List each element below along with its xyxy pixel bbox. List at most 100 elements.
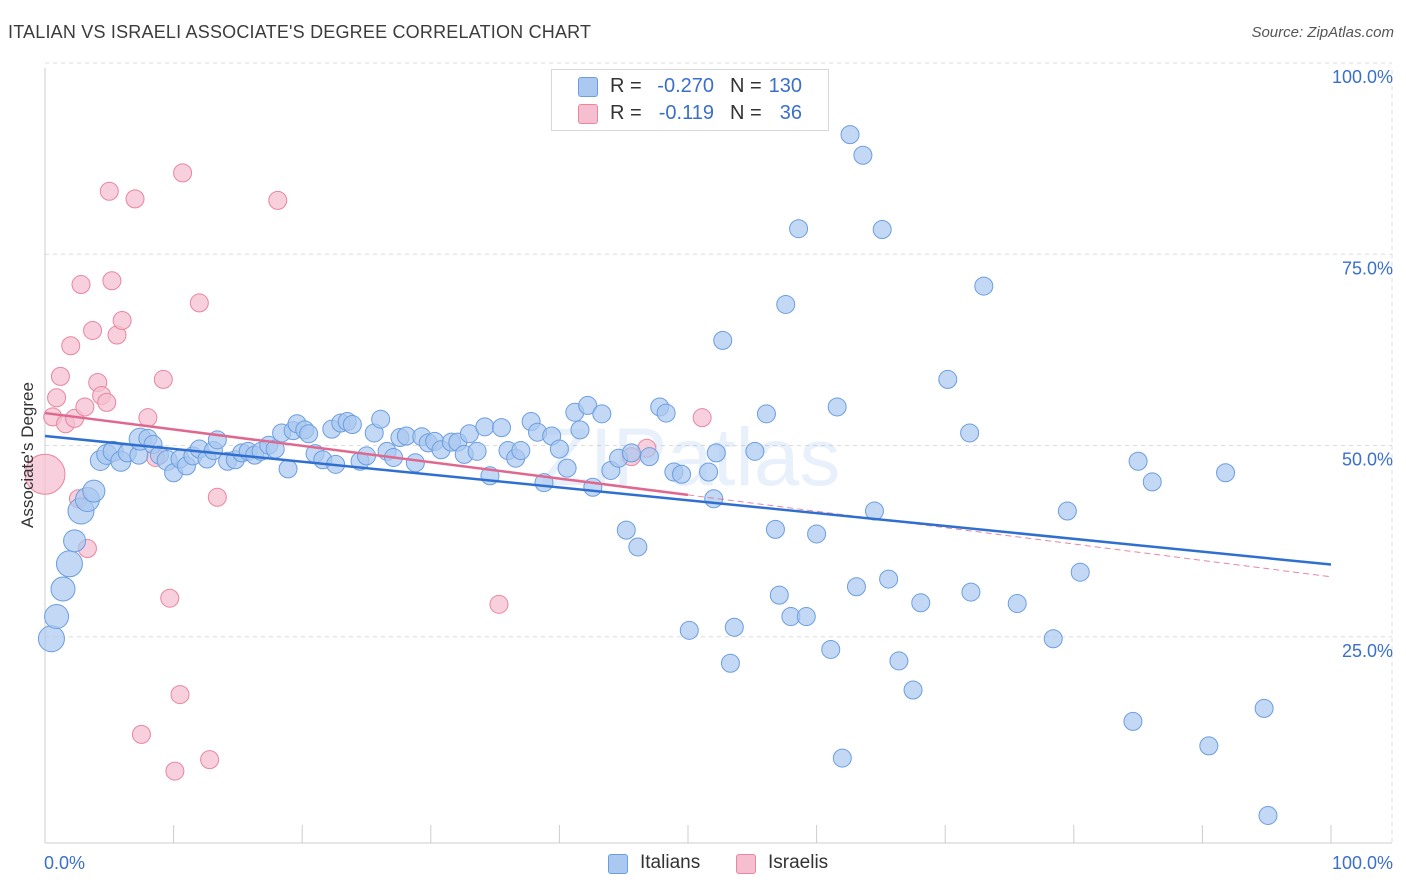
legend-n-label: N = (730, 102, 762, 124)
italians-point (621, 443, 641, 463)
italians-point (1043, 629, 1063, 649)
italians-point (807, 524, 827, 544)
italians-point (467, 441, 487, 461)
italians-point (1142, 472, 1162, 492)
israelis-point (102, 271, 122, 291)
italians-point (974, 276, 994, 296)
israelis-point (71, 275, 91, 295)
italians-point (1254, 698, 1274, 718)
legend: R = -0.270 N = 130 R = -0.119 N = 36 (551, 69, 829, 131)
italians-point (1258, 805, 1278, 825)
italians-point (656, 403, 676, 423)
italians-point (889, 651, 909, 671)
italians-point (557, 458, 577, 478)
italians-point (911, 593, 931, 613)
italians-point (628, 537, 648, 557)
italians-point (511, 441, 531, 461)
italians-point (1007, 594, 1027, 614)
israelis-point (173, 163, 193, 183)
italians-point (960, 423, 980, 443)
legend-n-value: 130 (768, 75, 802, 97)
italians-point (853, 145, 873, 165)
italians-point (796, 607, 816, 627)
israelis-point (61, 336, 81, 356)
italians-point (570, 420, 590, 440)
italians-trend-line (44, 434, 1332, 566)
israelis-point (131, 724, 151, 744)
legend-swatch-blue (608, 854, 628, 874)
italians-point (1057, 501, 1077, 521)
legend-r-label: R = (610, 102, 642, 124)
italians-point (342, 415, 362, 435)
israelis-point (489, 594, 509, 614)
italians-point (44, 604, 70, 630)
israelis-point (24, 453, 66, 495)
israelis-point (75, 397, 95, 417)
italians-point (278, 459, 298, 479)
italians-point (776, 294, 796, 314)
italians-point (592, 404, 612, 424)
italians-point (713, 330, 733, 350)
italians-point (63, 529, 87, 553)
italians-point (872, 219, 892, 239)
israelis-point (189, 293, 209, 313)
y-tick-label: 100.0% (1332, 67, 1393, 87)
israelis-point (97, 392, 117, 412)
italians-point (299, 424, 319, 444)
trend-lines (44, 411, 1332, 578)
italians-point (699, 462, 719, 482)
legend-r-value: -0.119 (658, 102, 714, 124)
x-tick-label: 0.0% (44, 853, 85, 873)
italians-point (37, 625, 65, 653)
italians-point (50, 576, 76, 602)
legend-swatch-pink (736, 854, 756, 874)
italians-point (789, 219, 809, 239)
italians-point (1199, 736, 1219, 756)
legend-label-israelis: Israelis (768, 852, 829, 873)
italians-point (578, 395, 598, 415)
italians-point (832, 748, 852, 768)
israelis-point (692, 408, 712, 428)
italians-point (745, 441, 765, 461)
italians-point (549, 439, 569, 459)
source-label: Source: ZipAtlas.com (1251, 24, 1394, 41)
israelis-point (99, 181, 119, 201)
x-tick-label: 100.0% (1332, 853, 1393, 873)
israelis-trend-extension (687, 494, 1332, 578)
italians-point (827, 397, 847, 417)
israelis-point (125, 189, 145, 209)
italians-point (1070, 562, 1090, 582)
israelis-point (138, 408, 158, 428)
italians-point (672, 464, 692, 484)
italians-point (679, 620, 699, 640)
italians-point (756, 404, 776, 424)
israelis-point (47, 388, 67, 408)
italians-point (1123, 711, 1143, 731)
legend-label-italians: Italians (640, 852, 701, 873)
italians-point (846, 577, 866, 597)
israelis-point (200, 750, 220, 770)
italians-point (765, 519, 785, 539)
legend-swatch-blue (578, 77, 598, 97)
italians-point (639, 447, 659, 467)
italians-point (903, 680, 923, 700)
italians-point (616, 520, 636, 540)
italians-point (706, 443, 726, 463)
tick-labels: 100.0% 75.0% 50.0% 25.0% 0.0% 100.0% (44, 67, 1393, 873)
israelis-point (112, 311, 132, 331)
italians-point (82, 479, 106, 503)
israelis-trend-line (44, 411, 689, 497)
legend-n-label: N = (730, 75, 762, 97)
italians-point (879, 569, 899, 589)
y-tick-label: 75.0% (1342, 258, 1393, 278)
legend-r-value: -0.270 (657, 75, 714, 97)
italians-point (475, 417, 495, 437)
italians-point (821, 639, 841, 659)
italians-point (840, 125, 860, 145)
italians-point (938, 369, 958, 389)
y-tick-label: 50.0% (1342, 450, 1393, 470)
italians-point (492, 418, 512, 438)
legend-n-value: 36 (779, 102, 802, 124)
italians-point (720, 653, 740, 673)
italians-point (1128, 451, 1148, 471)
